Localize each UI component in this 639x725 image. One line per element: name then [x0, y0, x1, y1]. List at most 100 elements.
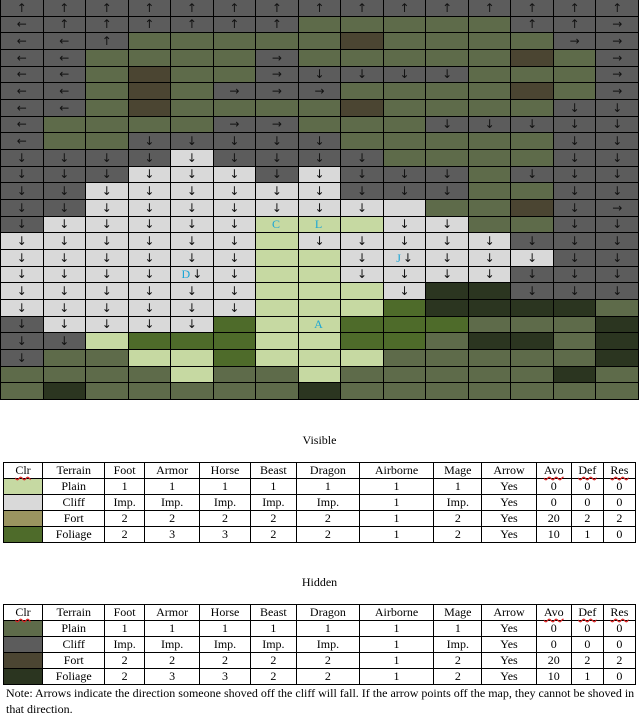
map-cell: ↓	[86, 183, 128, 199]
table-cell: Foliage	[41, 526, 106, 543]
map-cell: ↓	[596, 283, 638, 299]
table-row: Plain 1 1 1 1 1 1 1 Yes 0 0 0	[3, 478, 637, 495]
map-cell: ←	[1, 100, 43, 116]
map-cell: ↓	[128, 233, 171, 249]
map-cell	[383, 383, 426, 399]
map-cell: ↓	[1, 233, 43, 249]
map-cell: ↑	[341, 0, 383, 16]
table-cell: Yes	[481, 620, 537, 637]
color-swatch	[3, 494, 43, 511]
map-cell: ↑	[86, 0, 128, 16]
column-header: Arrow	[481, 604, 537, 621]
map-cell: ↓	[553, 250, 596, 266]
table-cell: 2	[249, 652, 298, 669]
map-cell: ↓	[86, 216, 128, 233]
table-cell: 2	[296, 526, 360, 543]
map-cell: ↑	[86, 16, 128, 33]
table-cell: 2	[199, 652, 251, 669]
map-cell: ←	[1, 50, 43, 66]
table-cell: Yes	[481, 668, 537, 685]
map-cell: ←	[43, 83, 86, 99]
map-cell: →	[256, 116, 298, 133]
map-cell	[86, 133, 128, 149]
table-row: Foliage 2 3 3 2 2 1 2 Yes 10 1 0	[3, 668, 637, 685]
map-cell	[511, 133, 553, 149]
table-cell: Yes	[481, 494, 537, 511]
map-cell	[298, 383, 341, 399]
map-cell	[383, 100, 426, 116]
map-cell	[341, 133, 383, 149]
map-cell: ↓	[596, 183, 638, 199]
map-cell: ↑	[213, 0, 256, 16]
map-cell	[43, 133, 86, 149]
map-cell: ↓	[426, 250, 468, 266]
map-cell: →	[596, 66, 638, 83]
table-cell: Yes	[481, 510, 537, 527]
table-cell: Imp.	[249, 636, 298, 653]
map-cell: ↓	[1, 283, 43, 299]
map-cell	[128, 116, 171, 133]
map-cell: ↑	[553, 16, 596, 33]
map-cell	[596, 366, 638, 383]
map-cell	[511, 183, 553, 199]
map-cell: ←	[1, 16, 43, 33]
map-cell	[341, 300, 383, 316]
map-cell	[171, 350, 213, 366]
map-cell	[426, 350, 468, 366]
map-cell: ↓	[596, 216, 638, 233]
map-cell	[341, 83, 383, 99]
map-cell	[468, 183, 511, 199]
table-cell: 2	[143, 510, 201, 527]
table-cell: 2	[433, 510, 483, 527]
map-cell	[213, 350, 256, 366]
map-cell: ↓	[383, 183, 426, 199]
map-cell: ←	[43, 50, 86, 66]
map-cell: ↓	[171, 300, 213, 316]
map-cell: ↓	[596, 250, 638, 266]
map-cell: ↓	[553, 200, 596, 216]
column-header: Terrain	[41, 462, 106, 479]
map-cell	[298, 33, 341, 49]
map-cell: ↓	[128, 200, 171, 216]
map-cell: ↑	[171, 16, 213, 33]
map-cell: →	[256, 83, 298, 99]
map-cell	[468, 133, 511, 149]
map-cell	[383, 83, 426, 99]
map-cell	[298, 283, 341, 299]
map-cell: ↓	[171, 200, 213, 216]
map-cell: ↓	[341, 266, 383, 283]
map-cell: ↓	[256, 183, 298, 199]
map-cell: ↓	[43, 183, 86, 199]
map-cell: ↓	[128, 283, 171, 299]
map-cell: ↓	[43, 200, 86, 216]
column-header: Mage	[433, 462, 483, 479]
table-cell: 10	[535, 526, 572, 543]
map-cell: ↓	[553, 183, 596, 199]
map-cell	[128, 350, 171, 366]
color-swatch	[3, 636, 43, 653]
table-cell: 1	[249, 478, 298, 495]
table-cell: 3	[143, 526, 201, 543]
map-cell: ↓	[511, 166, 553, 183]
map-cell: ↓	[468, 116, 511, 133]
table-cell: 1	[433, 620, 483, 637]
table-cell: 1	[358, 494, 435, 511]
map-cell: ↑	[43, 16, 86, 33]
map-cell	[426, 50, 468, 66]
map-cell	[468, 283, 511, 299]
map-cell: ↑	[213, 16, 256, 33]
table-cell: 2	[104, 668, 145, 685]
map-cell: ↓	[256, 150, 298, 166]
table-cell: 1	[358, 620, 435, 637]
table-cell: 2	[433, 668, 483, 685]
map-cell: ↓	[128, 266, 171, 283]
map-cell: A	[298, 316, 341, 333]
map-cell: ↓	[86, 316, 128, 333]
table-cell: 2	[602, 652, 637, 669]
map-cell: ↓	[43, 333, 86, 349]
table-cell: 2	[249, 526, 298, 543]
table-cell: Fort	[41, 510, 106, 527]
map-cell: ↑	[426, 0, 468, 16]
color-swatch	[3, 478, 43, 495]
map-cell: ↓	[553, 233, 596, 249]
